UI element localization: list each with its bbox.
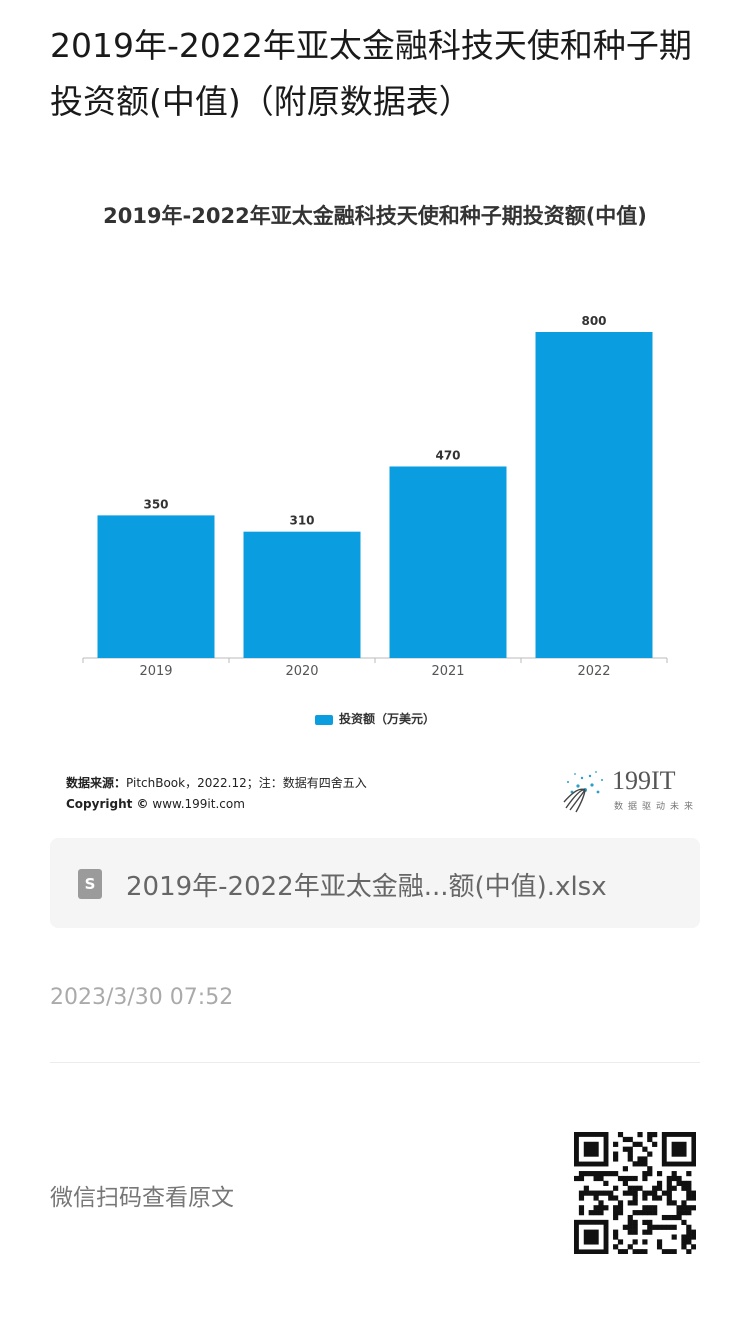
- legend-label: 投资额（万美元）: [338, 712, 435, 726]
- qr-code-icon[interactable]: [574, 1132, 696, 1254]
- logo-text: 199IT: [612, 766, 676, 795]
- x-tick-label-2019: 2019: [139, 664, 172, 679]
- bar-2019: [97, 515, 215, 658]
- timestamp: 2023/3/30 07:52: [50, 985, 234, 1010]
- chart-title: 2019年-2022年亚太金融科技天使和种子期投资额(中值): [103, 204, 647, 228]
- divider: [50, 1062, 700, 1063]
- source-text: PitchBook，2022.12；注：数据有四舍五入: [126, 776, 367, 790]
- file-name: 2019年-2022年亚太金融...额(中值).xlsx: [126, 872, 607, 902]
- x-tick-label-2022: 2022: [577, 664, 610, 679]
- page-title: 2019年-2022年亚太金融科技天使和种子期投资额(中值)（附原数据表）: [50, 26, 692, 121]
- data-label-2020: 310: [289, 514, 314, 528]
- 199it-logo: 199IT 数据驱动未来: [560, 766, 700, 816]
- file-icon-letter: S: [84, 875, 96, 893]
- wechat-scan-text: 微信扫码查看原文: [50, 1185, 234, 1211]
- copyright-label: Copyright ©: [66, 797, 149, 811]
- copyright-site: www.199it.com: [152, 797, 245, 811]
- spreadsheet-file-icon: S: [78, 869, 102, 899]
- source-note: 数据来源：PitchBook，2022.12；注：数据有四舍五入 Copyrig…: [66, 773, 367, 815]
- chart-legend: 投资额（万美元）: [0, 710, 750, 727]
- data-label-2021: 470: [435, 448, 460, 462]
- x-tick-label-2021: 2021: [431, 664, 464, 679]
- data-label-2022: 800: [581, 314, 606, 328]
- logo-mark-icon: [563, 771, 603, 813]
- attachment-file-card[interactable]: S 2019年-2022年亚太金融...额(中值).xlsx: [50, 838, 700, 928]
- data-label-2019: 350: [143, 497, 168, 511]
- bar-chart: 350 2019 310 2020 470 2021 800 2022: [82, 314, 668, 679]
- legend-swatch: [314, 714, 333, 725]
- bar-2021: [389, 466, 507, 658]
- bar-2020: [243, 531, 361, 658]
- logo-subtitle: 数据驱动未来: [614, 802, 699, 812]
- bar-2022: [535, 332, 653, 658]
- x-tick-label-2020: 2020: [285, 664, 318, 679]
- source-label: 数据来源：: [66, 776, 127, 790]
